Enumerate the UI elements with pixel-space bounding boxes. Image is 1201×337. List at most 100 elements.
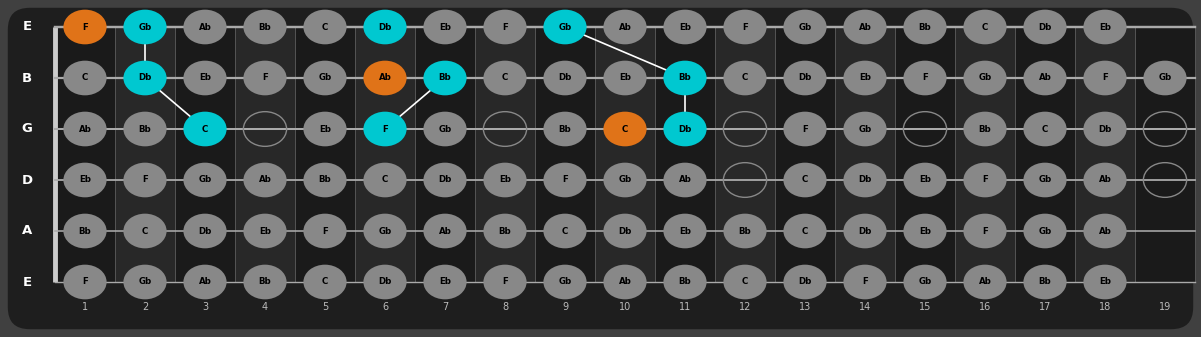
- Text: C: C: [742, 277, 748, 286]
- Ellipse shape: [723, 214, 766, 248]
- Text: Bb: Bb: [78, 226, 91, 236]
- Text: Ab: Ab: [1039, 73, 1051, 83]
- Bar: [895, 27, 955, 282]
- Text: Ab: Ab: [258, 176, 271, 184]
- Bar: [775, 27, 835, 282]
- Ellipse shape: [424, 214, 467, 248]
- Text: F: F: [382, 124, 388, 133]
- Ellipse shape: [663, 163, 706, 197]
- Ellipse shape: [424, 112, 467, 146]
- Text: 3: 3: [202, 302, 208, 312]
- Bar: [235, 27, 295, 282]
- Text: Db: Db: [198, 226, 211, 236]
- Text: F: F: [1103, 73, 1107, 83]
- Ellipse shape: [304, 214, 347, 248]
- Ellipse shape: [663, 10, 706, 44]
- Ellipse shape: [244, 163, 287, 197]
- Ellipse shape: [843, 10, 886, 44]
- Ellipse shape: [723, 265, 766, 299]
- Ellipse shape: [723, 10, 766, 44]
- Ellipse shape: [1023, 112, 1066, 146]
- Ellipse shape: [903, 10, 946, 44]
- Text: F: F: [82, 277, 88, 286]
- Text: Gb: Gb: [558, 277, 572, 286]
- Text: Bb: Bb: [138, 124, 151, 133]
- Text: Gb: Gb: [1159, 73, 1172, 83]
- Ellipse shape: [1143, 61, 1187, 95]
- Ellipse shape: [184, 112, 227, 146]
- Ellipse shape: [543, 10, 586, 44]
- Text: F: F: [982, 226, 988, 236]
- Text: C: C: [202, 124, 208, 133]
- Ellipse shape: [304, 112, 347, 146]
- Ellipse shape: [364, 214, 407, 248]
- Text: Db: Db: [799, 73, 812, 83]
- Text: 8: 8: [502, 302, 508, 312]
- Ellipse shape: [603, 112, 646, 146]
- Text: Eb: Eb: [1099, 23, 1111, 31]
- Ellipse shape: [1083, 163, 1127, 197]
- Text: F: F: [502, 23, 508, 31]
- Bar: [835, 27, 895, 282]
- Text: Gb: Gb: [1039, 226, 1052, 236]
- Text: F: F: [142, 176, 148, 184]
- Text: Eb: Eb: [679, 23, 691, 31]
- Text: C: C: [982, 23, 988, 31]
- Text: Eb: Eb: [498, 176, 510, 184]
- Bar: [55, 27, 115, 282]
- Text: Ab: Ab: [619, 277, 632, 286]
- Bar: [416, 27, 476, 282]
- Ellipse shape: [184, 265, 227, 299]
- Text: Eb: Eb: [679, 226, 691, 236]
- Ellipse shape: [963, 10, 1006, 44]
- Ellipse shape: [963, 163, 1006, 197]
- Ellipse shape: [603, 61, 646, 95]
- Ellipse shape: [244, 61, 287, 95]
- Ellipse shape: [304, 163, 347, 197]
- Text: C: C: [82, 73, 88, 83]
- Ellipse shape: [364, 265, 407, 299]
- Text: Gb: Gb: [1039, 176, 1052, 184]
- Bar: [955, 27, 1015, 282]
- Text: Bb: Bb: [1039, 277, 1051, 286]
- Ellipse shape: [843, 163, 886, 197]
- Text: Db: Db: [859, 226, 872, 236]
- Ellipse shape: [543, 112, 586, 146]
- Ellipse shape: [304, 61, 347, 95]
- Text: Gb: Gb: [859, 124, 872, 133]
- Ellipse shape: [184, 61, 227, 95]
- Bar: [175, 27, 235, 282]
- Text: C: C: [802, 226, 808, 236]
- Text: Db: Db: [558, 73, 572, 83]
- Bar: [534, 27, 594, 282]
- Text: Ab: Ab: [979, 277, 992, 286]
- Ellipse shape: [304, 265, 347, 299]
- Ellipse shape: [663, 265, 706, 299]
- Ellipse shape: [603, 163, 646, 197]
- Text: 13: 13: [799, 302, 811, 312]
- Ellipse shape: [124, 112, 167, 146]
- Bar: [594, 27, 655, 282]
- Ellipse shape: [124, 163, 167, 197]
- Text: C: C: [742, 73, 748, 83]
- Ellipse shape: [963, 214, 1006, 248]
- Text: 4: 4: [262, 302, 268, 312]
- Ellipse shape: [963, 265, 1006, 299]
- Text: 19: 19: [1159, 302, 1171, 312]
- Ellipse shape: [903, 163, 946, 197]
- Text: Db: Db: [799, 277, 812, 286]
- Ellipse shape: [424, 10, 467, 44]
- Text: Bb: Bb: [679, 277, 692, 286]
- Ellipse shape: [723, 61, 766, 95]
- Text: Ab: Ab: [78, 124, 91, 133]
- Ellipse shape: [783, 265, 826, 299]
- Text: 14: 14: [859, 302, 871, 312]
- Text: 5: 5: [322, 302, 328, 312]
- Ellipse shape: [304, 10, 347, 44]
- Ellipse shape: [963, 112, 1006, 146]
- Ellipse shape: [483, 61, 526, 95]
- Text: 6: 6: [382, 302, 388, 312]
- Text: Gb: Gb: [619, 176, 632, 184]
- Text: Ab: Ab: [378, 73, 392, 83]
- Ellipse shape: [663, 112, 706, 146]
